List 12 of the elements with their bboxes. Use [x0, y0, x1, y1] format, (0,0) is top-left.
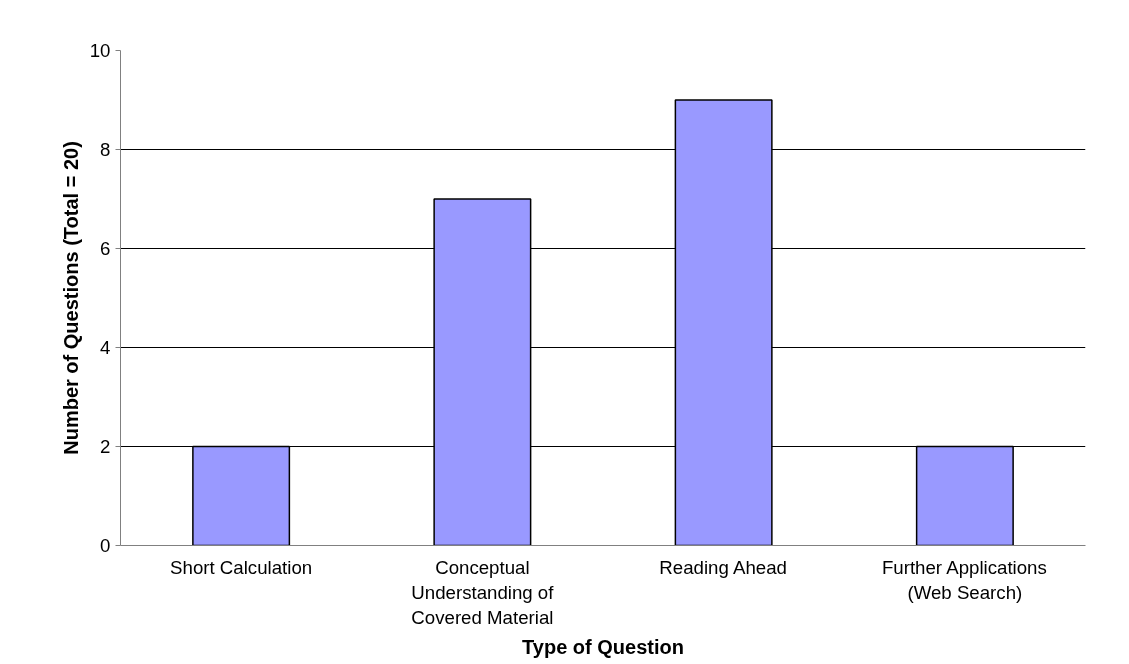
x-tick-label: Reading Ahead [659, 556, 787, 578]
x-tick-label: Short Calculation [170, 556, 313, 578]
y-tick-label: 4 [100, 337, 111, 358]
y-axis-title: Number of Questions (Total = 20) [59, 141, 82, 455]
x-tick-label: Conceptual Understanding of Covered Material [411, 556, 555, 628]
y-tick-label: 0 [100, 535, 111, 556]
x-axis-title: Type of Question [522, 635, 684, 658]
y-tick-label: 6 [100, 238, 111, 259]
y-tick-label: 8 [100, 139, 111, 160]
y-tick-label: 10 [89, 40, 111, 61]
x-tick-label: Further Applications (Web Search) [881, 556, 1047, 603]
y-tick-label: 2 [100, 436, 111, 457]
